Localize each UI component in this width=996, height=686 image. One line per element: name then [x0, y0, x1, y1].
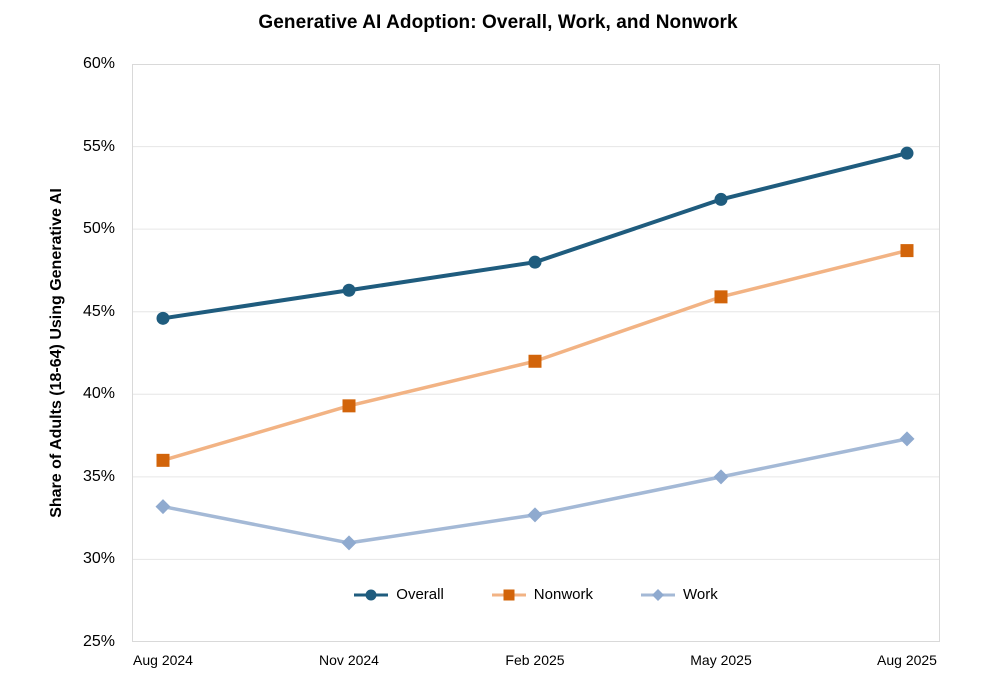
plot-area — [132, 63, 940, 643]
x-tick-label: Feb 2025 — [505, 652, 565, 668]
series-line-work — [161, 437, 909, 545]
y-tick-label: 40% — [82, 385, 115, 403]
y-tick-label: 30% — [82, 550, 115, 568]
series-line-overall — [161, 151, 909, 321]
plot-border — [132, 64, 940, 642]
legend-label: Overall — [396, 586, 444, 603]
y-tick-label: 50% — [82, 220, 115, 238]
legend-label: Nonwork — [533, 586, 593, 603]
data-point-nonwork-square-icon — [714, 290, 728, 304]
legend-diamond-icon — [640, 588, 675, 601]
legend-item-overall: Overall — [354, 586, 444, 603]
plot-svg — [132, 63, 940, 643]
legend-circle-icon — [354, 589, 389, 600]
x-tick-label: Aug 2024 — [133, 652, 193, 668]
chart-title: Generative AI Adoption: Overall, Work, a… — [258, 12, 738, 33]
data-point-nonwork-square-icon — [342, 399, 356, 413]
x-tick-label: May 2025 — [690, 652, 752, 668]
y-tick-label: 60% — [82, 55, 115, 72]
y-tick-label: 35% — [82, 467, 115, 485]
data-point-overall-circle-icon — [156, 311, 170, 325]
y-tick-label: 55% — [82, 137, 115, 155]
data-point-nonwork-square-icon — [528, 354, 542, 368]
data-point-work-diamond-icon — [899, 431, 915, 447]
legend: Overall Nonwork Work — [132, 586, 940, 603]
data-point-overall-circle-icon — [342, 283, 356, 297]
data-point-work-diamond-icon — [155, 499, 171, 515]
data-point-nonwork-square-icon — [156, 453, 170, 467]
legend-item-work: Work — [640, 586, 718, 603]
data-point-nonwork-square-icon — [900, 244, 914, 258]
legend-square-icon — [491, 589, 526, 600]
data-point-work-diamond-icon — [527, 507, 543, 523]
data-point-work-diamond-icon — [713, 469, 729, 485]
y-tick-label: 25% — [82, 633, 115, 650]
data-point-work-diamond-icon — [341, 535, 357, 551]
data-point-overall-circle-icon — [528, 255, 542, 269]
x-tick-label: Aug 2025 — [877, 652, 937, 668]
data-point-overall-circle-icon — [714, 192, 728, 206]
legend-item-nonwork: Nonwork — [491, 586, 593, 603]
legend-label: Work — [682, 586, 718, 603]
data-point-overall-circle-icon — [900, 146, 914, 160]
x-tick-label: Nov 2024 — [319, 652, 379, 668]
y-tick-label: 45% — [82, 302, 115, 320]
